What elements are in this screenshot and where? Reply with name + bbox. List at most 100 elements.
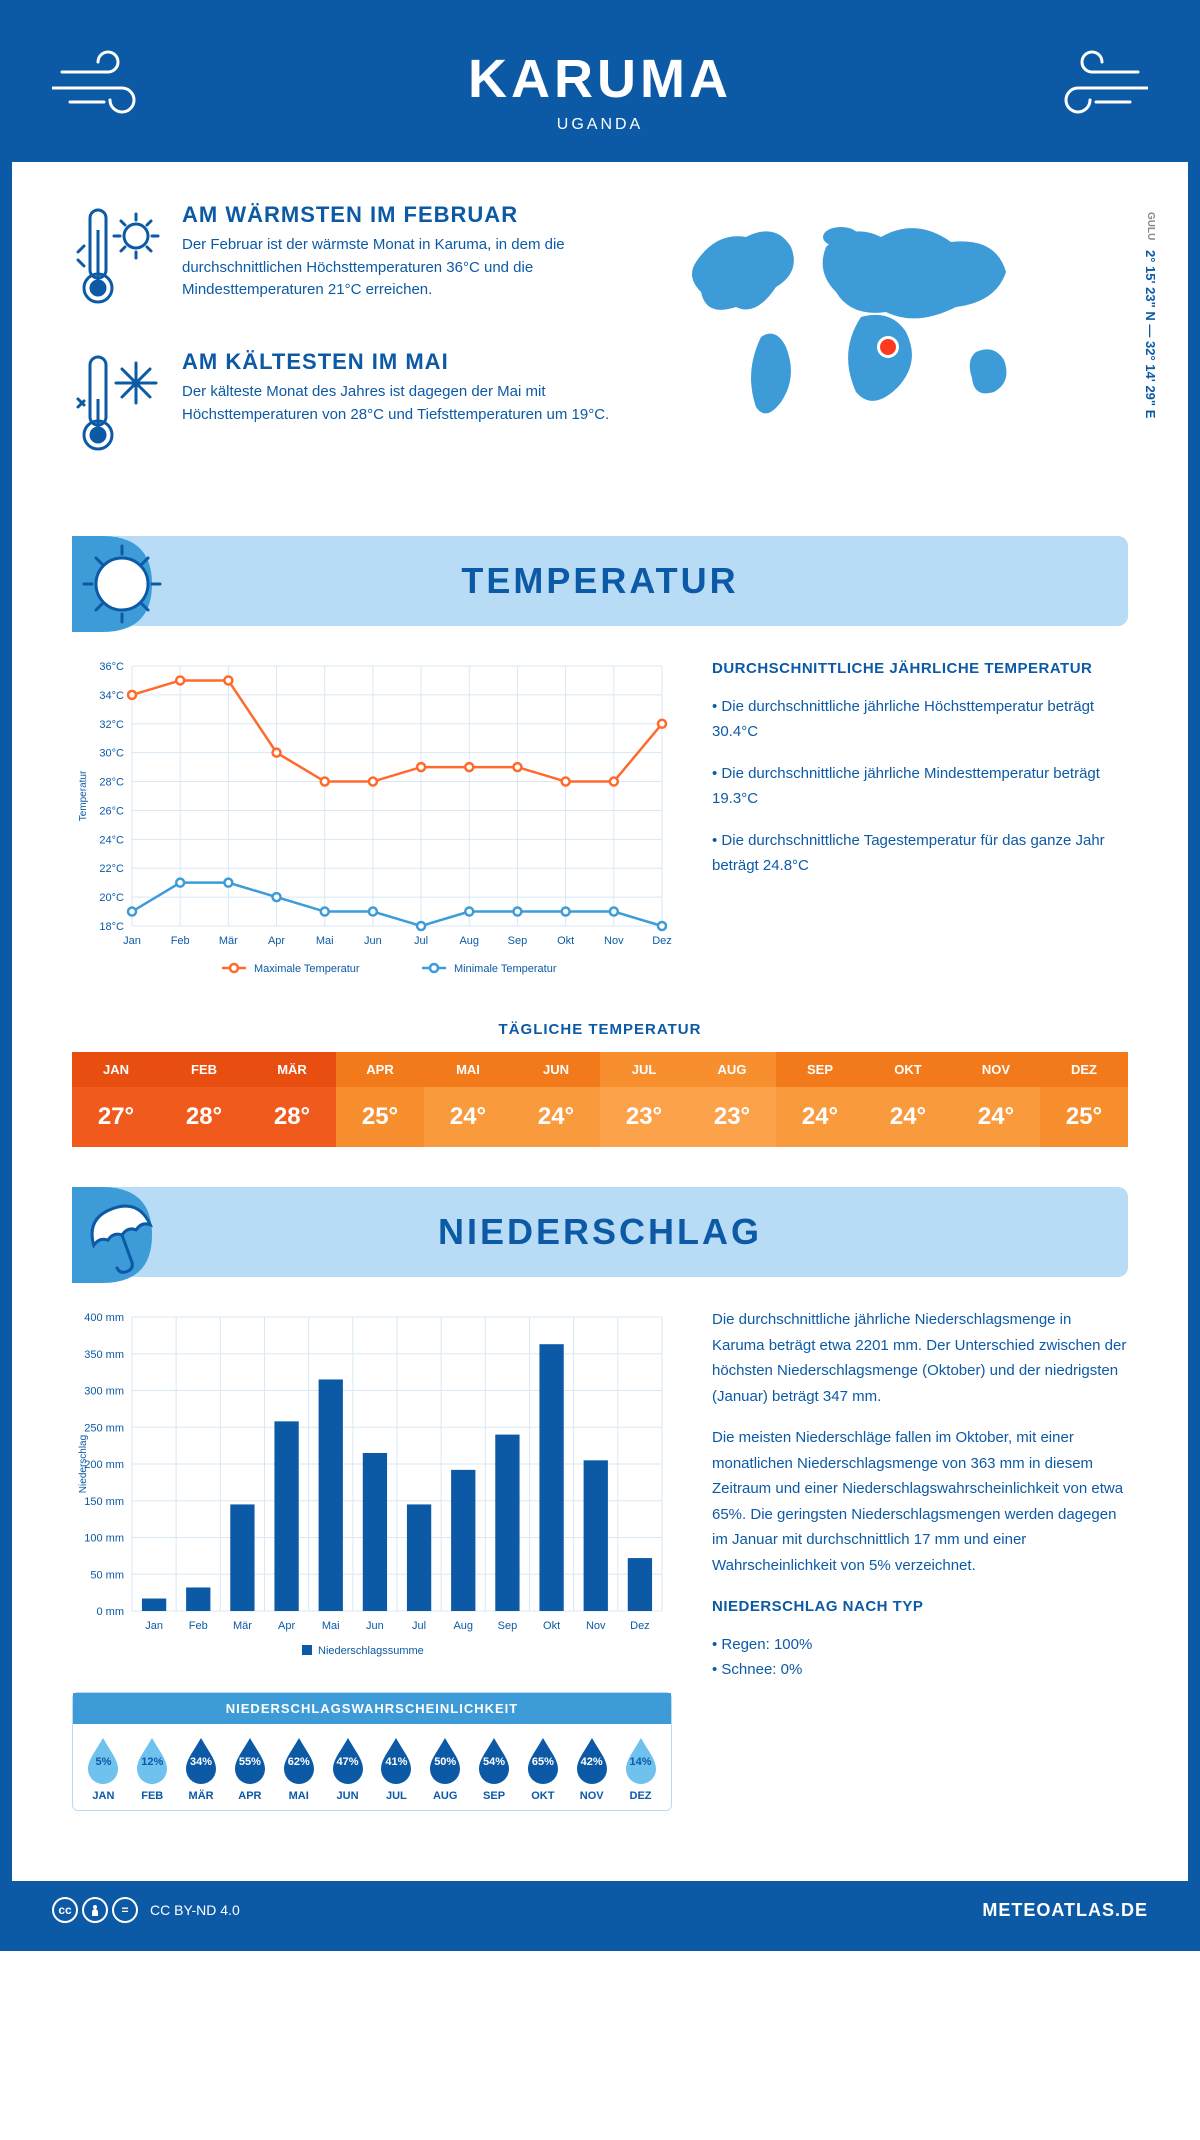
temp-table-cell: JUN24° — [512, 1052, 600, 1147]
svg-text:Okt: Okt — [543, 1620, 560, 1632]
temp-info-b1: • Die durchschnittliche jährliche Höchst… — [712, 694, 1128, 745]
svg-text:Nov: Nov — [586, 1620, 606, 1632]
temperature-info: DURCHSCHNITTLICHE JÄHRLICHE TEMPERATUR •… — [712, 656, 1128, 991]
site-name: METEOATLAS.DE — [982, 1900, 1148, 1921]
sun-icon — [72, 536, 182, 637]
svg-text:Niederschlagssumme: Niederschlagssumme — [318, 1645, 424, 1657]
prob-cell: 55% APR — [225, 1736, 274, 1802]
content: AM WÄRMSTEN IM FEBRUAR Der Februar ist d… — [12, 162, 1188, 1881]
temp-info-b2: • Die durchschnittliche jährliche Mindes… — [712, 761, 1128, 812]
prob-row: 5% JAN 12% FEB 34% MÄR 55% APR 62% MAI — [73, 1724, 671, 1810]
wind-icon — [1038, 44, 1148, 129]
precip-heading: NIEDERSCHLAG — [92, 1211, 1108, 1253]
warmest-title: AM WÄRMSTEN IM FEBRUAR — [182, 202, 626, 228]
precip-snow: • Schnee: 0% — [712, 1657, 1128, 1683]
raindrop-icon: 41% — [377, 1736, 415, 1784]
precip-bar-chart: 0 mm50 mm100 mm150 mm200 mm250 mm300 mm3… — [72, 1307, 672, 1667]
svg-text:Minimale Temperatur: Minimale Temperatur — [454, 963, 557, 975]
coldest-fact: AM KÄLTESTEN IM MAI Der kälteste Monat d… — [72, 349, 626, 464]
raindrop-icon: 42% — [573, 1736, 611, 1784]
temp-info-heading: DURCHSCHNITTLICHE JÄHRLICHE TEMPERATUR — [712, 656, 1128, 682]
svg-text:Sep: Sep — [498, 1620, 518, 1632]
svg-text:22°C: 22°C — [99, 863, 124, 875]
svg-text:Mai: Mai — [316, 935, 334, 947]
prob-cell: 47% JUN — [323, 1736, 372, 1802]
region-label: GULU — [1145, 212, 1156, 240]
svg-text:Jul: Jul — [412, 1620, 426, 1632]
umbrella-icon — [72, 1187, 182, 1288]
svg-text:32°C: 32°C — [99, 719, 124, 731]
daily-temp-table: JAN27°FEB28°MÄR28°APR25°MAI24°JUN24°JUL2… — [72, 1052, 1128, 1147]
svg-text:Jan: Jan — [123, 935, 141, 947]
prob-cell: 34% MÄR — [177, 1736, 226, 1802]
svg-text:Mär: Mär — [233, 1620, 252, 1632]
svg-text:Dez: Dez — [652, 935, 672, 947]
svg-text:Maximale Temperatur: Maximale Temperatur — [254, 963, 360, 975]
prob-cell: 65% OKT — [518, 1736, 567, 1802]
svg-text:400 mm: 400 mm — [84, 1312, 124, 1324]
svg-text:36°C: 36°C — [99, 661, 124, 673]
svg-text:18°C: 18°C — [99, 921, 124, 933]
infographic-frame: KARUMA UGANDA AM WÄRMSTEN IM FEBRUAR Der… — [0, 0, 1200, 1951]
facts-column: AM WÄRMSTEN IM FEBRUAR Der Februar ist d… — [72, 202, 626, 496]
svg-text:300 mm: 300 mm — [84, 1386, 124, 1398]
temperature-line-chart: 18°C20°C22°C24°C26°C28°C30°C32°C34°C36°C… — [72, 656, 672, 991]
svg-text:Sep: Sep — [508, 935, 528, 947]
license-text: CC BY-ND 4.0 — [150, 1902, 240, 1918]
svg-text:Aug: Aug — [453, 1620, 473, 1632]
footer: cc = CC BY-ND 4.0 METEOATLAS.DE — [12, 1881, 1188, 1939]
header: KARUMA UGANDA — [12, 12, 1188, 162]
svg-text:Jul: Jul — [414, 935, 428, 947]
svg-text:200 mm: 200 mm — [84, 1459, 124, 1471]
svg-text:Aug: Aug — [459, 935, 479, 947]
precip-type-heading: NIEDERSCHLAG NACH TYP — [712, 1594, 1128, 1620]
svg-text:Apr: Apr — [268, 935, 285, 947]
location-title: KARUMA — [32, 48, 1168, 110]
svg-text:0 mm: 0 mm — [97, 1606, 125, 1618]
svg-text:100 mm: 100 mm — [84, 1533, 124, 1545]
precip-banner: NIEDERSCHLAG — [72, 1187, 1128, 1277]
raindrop-icon: 54% — [475, 1736, 513, 1784]
svg-text:28°C: 28°C — [99, 777, 124, 789]
coordinates: GULU 2° 15' 23" N — 32° 14' 29" E — [1143, 212, 1158, 418]
location-country: UGANDA — [32, 116, 1168, 134]
svg-text:26°C: 26°C — [99, 805, 124, 817]
temp-table-cell: APR25° — [336, 1052, 424, 1147]
raindrop-icon: 50% — [426, 1736, 464, 1784]
prob-cell: 12% FEB — [128, 1736, 177, 1802]
daily-temp-heading: TÄGLICHE TEMPERATUR — [72, 1021, 1128, 1038]
svg-text:34°C: 34°C — [99, 690, 124, 702]
raindrop-icon: 5% — [84, 1736, 122, 1784]
precip-p2: Die meisten Niederschläge fallen im Okto… — [712, 1425, 1128, 1578]
svg-text:Feb: Feb — [171, 935, 190, 947]
temp-info-b3: • Die durchschnittliche Tagestemperatur … — [712, 828, 1128, 879]
precip-p1: Die durchschnittliche jährliche Niedersc… — [712, 1307, 1128, 1409]
raindrop-icon: 34% — [182, 1736, 220, 1784]
wind-icon — [52, 44, 162, 129]
precip-column: 0 mm50 mm100 mm150 mm200 mm250 mm300 mm3… — [72, 1307, 672, 1811]
raindrop-icon: 12% — [133, 1736, 171, 1784]
svg-text:Temperatur: Temperatur — [78, 770, 89, 821]
raindrop-icon: 14% — [622, 1736, 660, 1784]
warmest-body: Der Februar ist der wärmste Monat in Kar… — [182, 234, 626, 302]
thermometer-sun-icon — [72, 202, 162, 317]
temp-table-cell: MÄR28° — [248, 1052, 336, 1147]
svg-text:Feb: Feb — [189, 1620, 208, 1632]
temp-table-cell: JUL23° — [600, 1052, 688, 1147]
temperature-chart-row: 18°C20°C22°C24°C26°C28°C30°C32°C34°C36°C… — [72, 656, 1128, 991]
svg-text:Mai: Mai — [322, 1620, 340, 1632]
prob-heading: NIEDERSCHLAGSWAHRSCHEINLICHKEIT — [73, 1693, 671, 1724]
coldest-title: AM KÄLTESTEN IM MAI — [182, 349, 626, 375]
temp-table-cell: MAI24° — [424, 1052, 512, 1147]
temp-table-cell: SEP24° — [776, 1052, 864, 1147]
svg-text:150 mm: 150 mm — [84, 1496, 124, 1508]
license-block: cc = CC BY-ND 4.0 — [52, 1897, 240, 1923]
temperature-banner: TEMPERATUR — [72, 536, 1128, 626]
svg-text:Nov: Nov — [604, 935, 624, 947]
svg-text:Jun: Jun — [364, 935, 382, 947]
prob-cell: 50% AUG — [421, 1736, 470, 1802]
temp-table-cell: JAN27° — [72, 1052, 160, 1147]
svg-text:250 mm: 250 mm — [84, 1422, 124, 1434]
prob-cell: 42% NOV — [567, 1736, 616, 1802]
warmest-fact: AM WÄRMSTEN IM FEBRUAR Der Februar ist d… — [72, 202, 626, 317]
